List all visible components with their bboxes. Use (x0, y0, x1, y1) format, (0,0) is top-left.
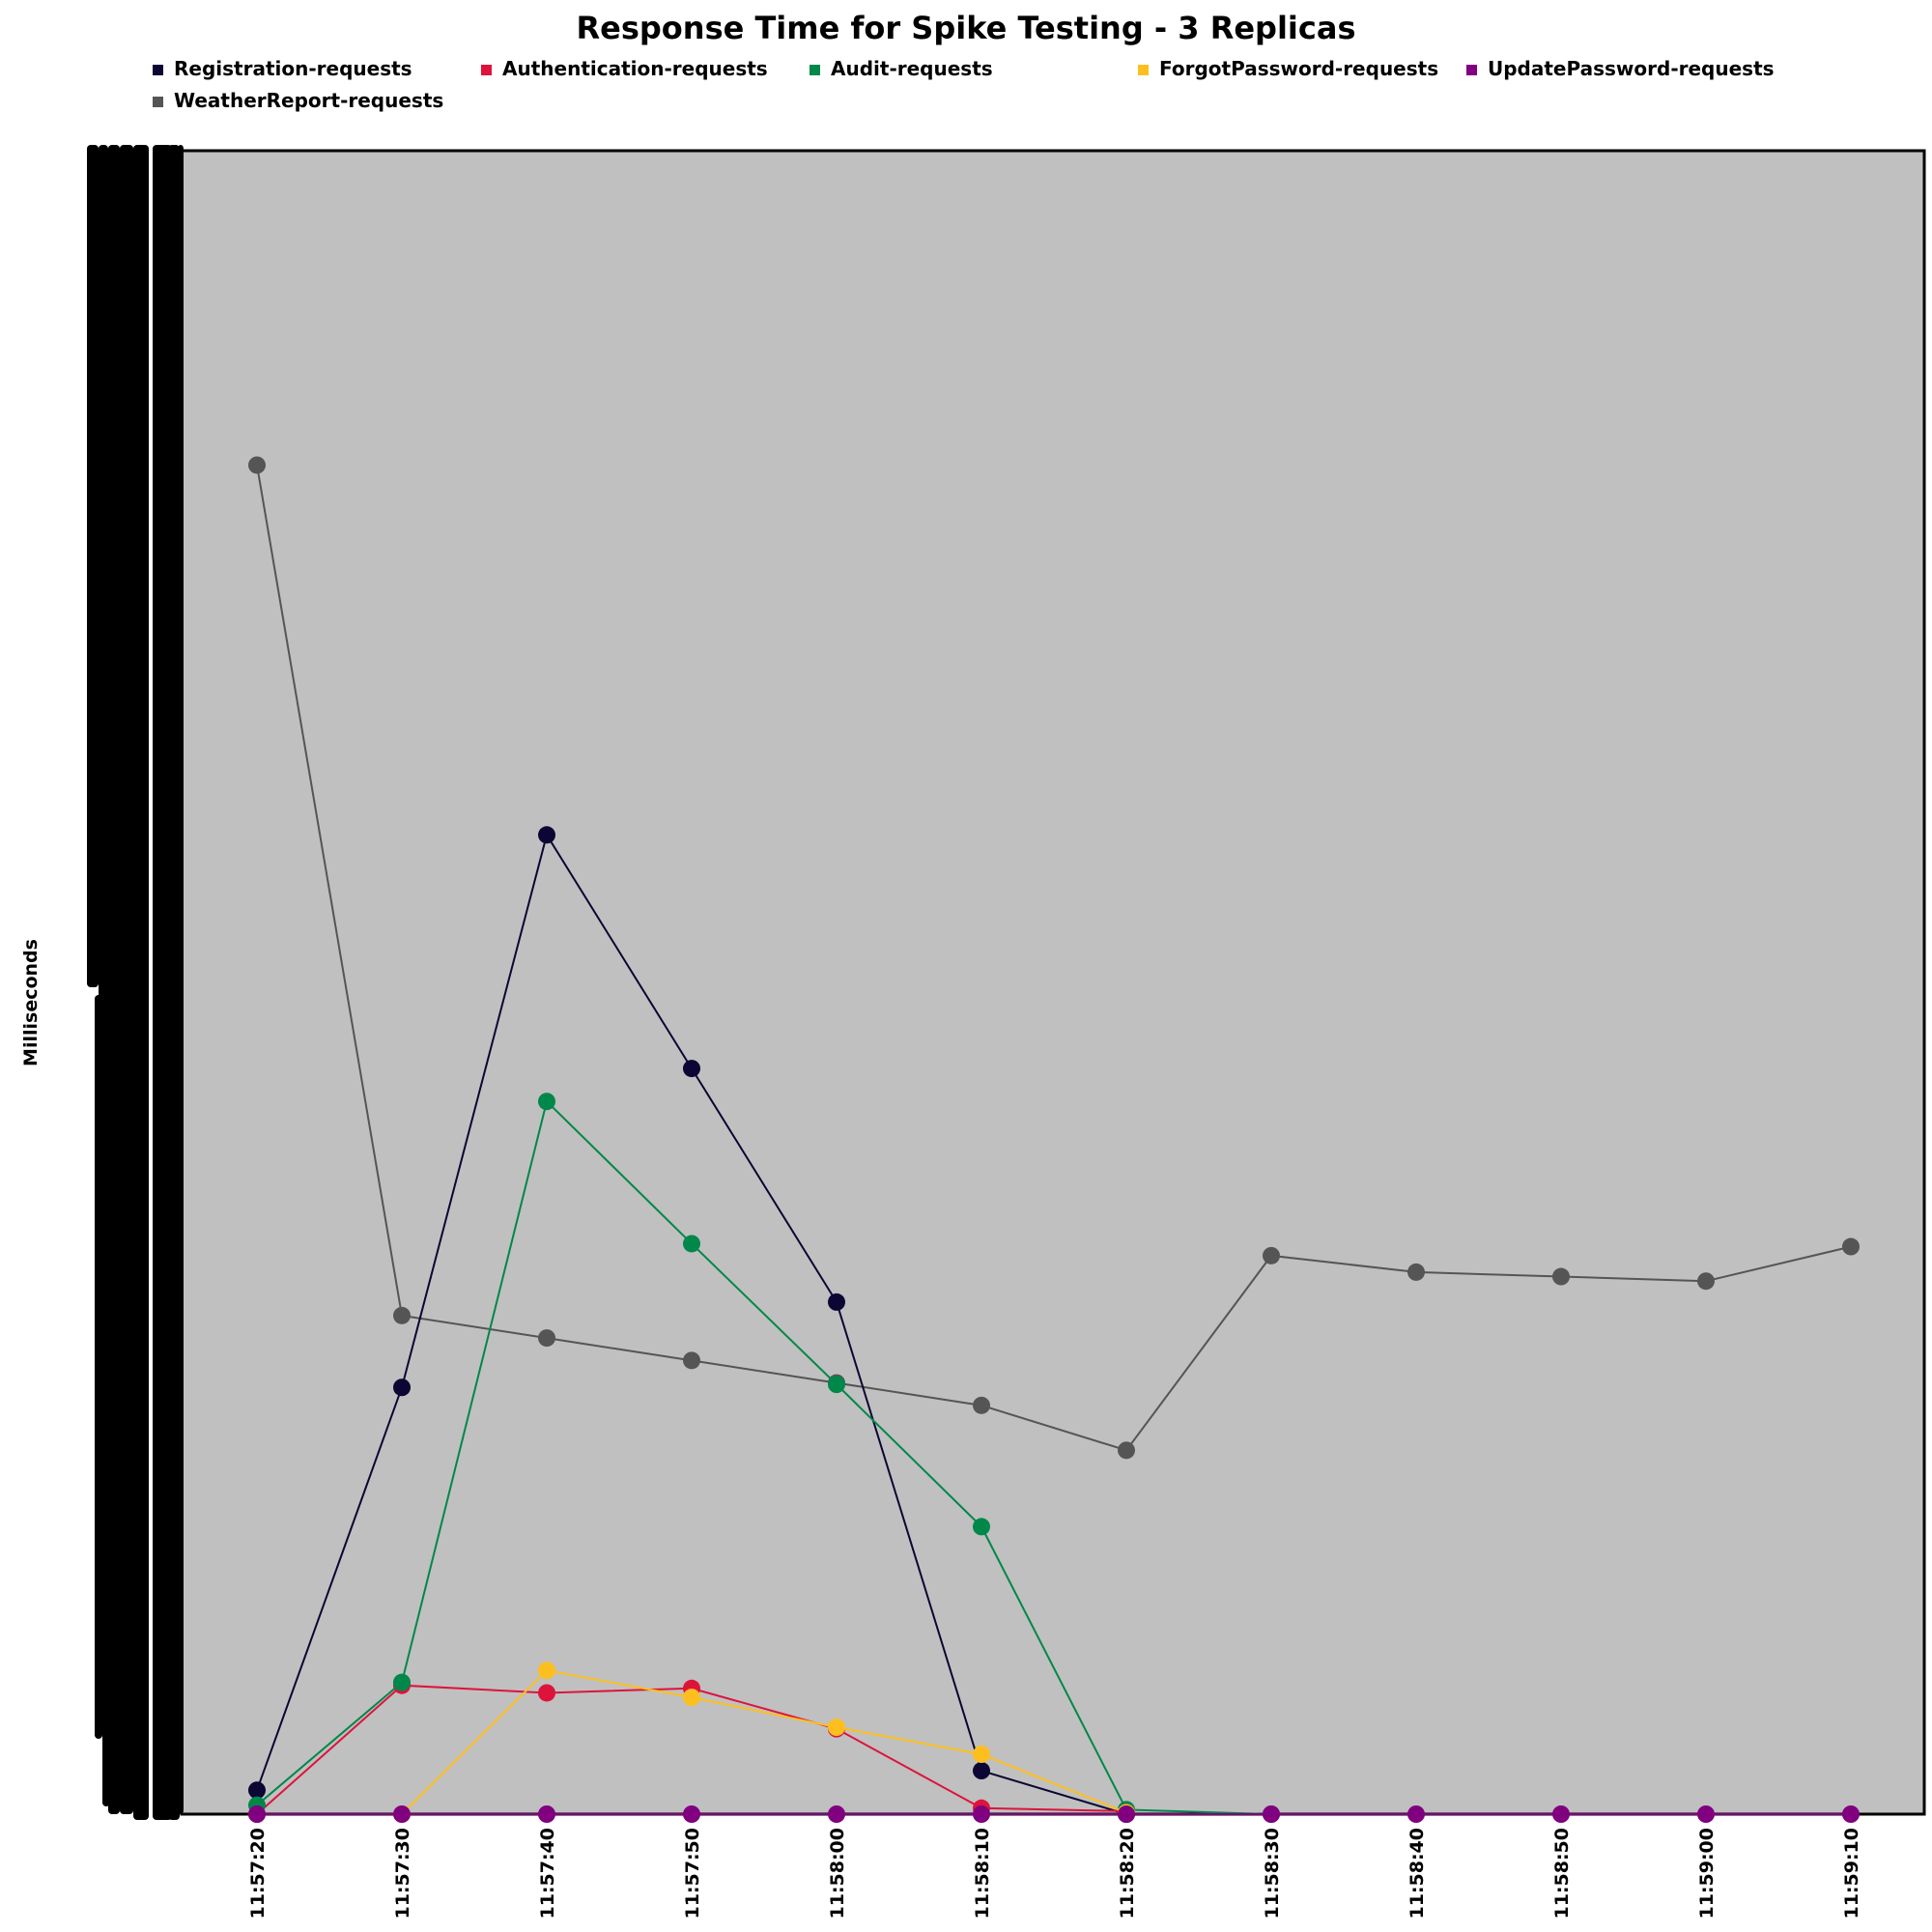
data-point (538, 1329, 555, 1348)
data-point (1552, 1805, 1570, 1823)
y-tick-label-overlap (102, 164, 110, 1806)
data-point (538, 1684, 555, 1702)
data-point (973, 1805, 990, 1823)
series-updatepassword-requests (248, 1805, 1860, 1823)
data-point (1407, 1263, 1425, 1281)
x-tick-label: 11:58:50 (1551, 1828, 1573, 1919)
y-axis-overlapping-tick-labels (87, 145, 184, 1820)
y-tick-label-overlap (168, 145, 180, 1820)
data-point (1697, 1805, 1715, 1823)
x-tick-label: 11:58:00 (827, 1828, 848, 1919)
data-point (1263, 1246, 1280, 1264)
data-point (393, 1805, 411, 1823)
data-point (538, 1093, 555, 1111)
data-point (538, 1805, 555, 1823)
x-tick-label: 11:57:30 (392, 1828, 413, 1919)
x-axis: 11:57:20 11:57:30 11:57:40 11:57:50 11:58:00… (247, 1814, 1862, 1919)
legend-label: UpdatePassword-requests (1488, 57, 1775, 80)
data-point (683, 1689, 700, 1707)
data-point (828, 1805, 845, 1823)
legend-swatch (153, 97, 163, 107)
data-point (1118, 1441, 1135, 1460)
data-point (1842, 1237, 1860, 1256)
data-point (973, 1762, 990, 1780)
y-tick-label-overlap (93, 155, 99, 560)
x-tick-label: 11:57:50 (682, 1828, 703, 1919)
data-point (393, 1378, 411, 1397)
legend-label: ForgotPassword-requests (1159, 57, 1438, 80)
legend-label: WeatherReport-requests (174, 89, 443, 112)
chart-title: Response Time for Spike Testing - 3 Repl… (577, 10, 1356, 46)
series-layer (248, 456, 1860, 1823)
data-point (1263, 1805, 1280, 1823)
y-axis-label: Milliseconds (20, 939, 42, 1066)
data-point (973, 1518, 990, 1536)
data-point (538, 826, 555, 844)
data-point (828, 1719, 845, 1737)
data-point (248, 1781, 266, 1800)
data-point (393, 1673, 411, 1691)
y-tick-label-overlap (133, 145, 149, 1820)
legend-label: Registration-requests (174, 57, 412, 80)
series-line (401, 1669, 1127, 1815)
legend-swatch (481, 65, 492, 75)
data-point (683, 1351, 700, 1370)
series-line (256, 1099, 1272, 1815)
data-point (683, 1060, 700, 1078)
y-tick-label-overlap (178, 145, 184, 1814)
series-registration-requests (248, 826, 1135, 1823)
x-tick-label: 11:57:20 (247, 1828, 269, 1919)
data-point (973, 1396, 990, 1414)
data-point (248, 1805, 266, 1823)
y-tick-label-overlap (95, 995, 102, 1739)
x-tick-label: 11:58:20 (1117, 1828, 1138, 1919)
data-point (1407, 1805, 1425, 1823)
series-line (256, 465, 1852, 1452)
data-point (973, 1746, 990, 1763)
data-point (683, 1235, 700, 1253)
x-tick-label: 11:58:40 (1406, 1828, 1428, 1919)
x-tick-label: 11:58:30 (1262, 1828, 1283, 1919)
y-tick-label-overlap (153, 145, 172, 1820)
x-tick-label: 11:59:10 (1841, 1828, 1862, 1919)
legend-label: Audit-requests (831, 57, 993, 80)
legend-swatch (1466, 65, 1477, 75)
data-point (538, 1662, 555, 1680)
legend-label: Authentication-requests (502, 57, 768, 80)
data-point (1552, 1267, 1570, 1286)
series-audit-requests (248, 1093, 1280, 1823)
legend: Registration-requests Authentication-requ… (153, 57, 1775, 112)
plot-area (180, 149, 1926, 1816)
x-tick-label: 11:58:10 (972, 1828, 993, 1919)
x-tick-label: 11:59:00 (1696, 1828, 1718, 1919)
data-point (1118, 1805, 1135, 1823)
legend-swatch (1138, 65, 1149, 75)
x-tick-label: 11:57:40 (537, 1828, 558, 1919)
legend-swatch (810, 65, 820, 75)
data-point (1842, 1805, 1860, 1823)
data-point (828, 1376, 845, 1394)
data-point (248, 456, 266, 474)
legend-swatch (153, 65, 163, 75)
data-point (1697, 1272, 1715, 1291)
data-point (828, 1293, 845, 1311)
y-tick-label-overlap (114, 869, 124, 1806)
data-point (683, 1805, 700, 1823)
data-point (393, 1306, 411, 1324)
